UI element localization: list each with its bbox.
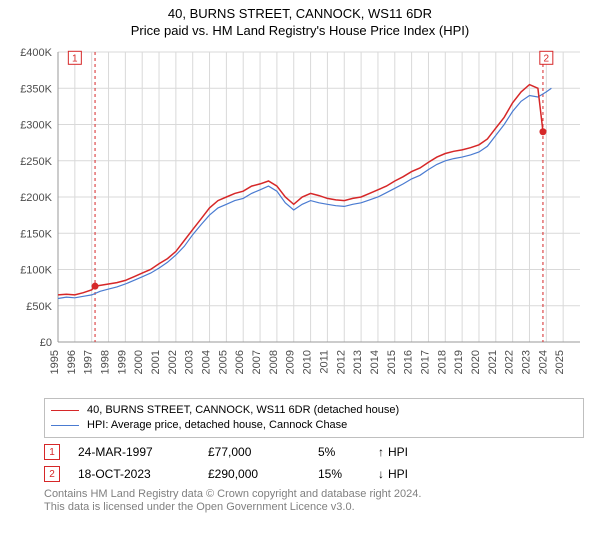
transaction-date: 18-OCT-2023 bbox=[78, 467, 208, 481]
svg-text:2022: 2022 bbox=[504, 350, 516, 374]
svg-text:2000: 2000 bbox=[133, 350, 145, 374]
transaction-price: £77,000 bbox=[208, 445, 318, 459]
legend-swatch bbox=[51, 410, 79, 411]
arrow-down-icon: ↓ bbox=[378, 467, 384, 481]
svg-text:2015: 2015 bbox=[386, 350, 398, 374]
svg-text:1996: 1996 bbox=[66, 350, 78, 374]
svg-text:2006: 2006 bbox=[234, 350, 246, 374]
transaction-date: 24-MAR-1997 bbox=[78, 445, 208, 459]
svg-text:2020: 2020 bbox=[470, 350, 482, 374]
svg-text:1997: 1997 bbox=[83, 350, 95, 374]
svg-text:£350K: £350K bbox=[20, 83, 52, 95]
legend-item: HPI: Average price, detached house, Cann… bbox=[51, 418, 577, 433]
svg-text:2011: 2011 bbox=[318, 350, 330, 374]
svg-text:2025: 2025 bbox=[554, 350, 566, 374]
svg-text:2007: 2007 bbox=[251, 350, 263, 374]
svg-text:2023: 2023 bbox=[520, 350, 532, 374]
svg-text:2017: 2017 bbox=[419, 350, 431, 374]
legend-item: 40, BURNS STREET, CANNOCK, WS11 6DR (det… bbox=[51, 403, 577, 418]
arrow-up-icon: ↑ bbox=[378, 445, 384, 459]
svg-text:£0: £0 bbox=[40, 337, 52, 349]
svg-text:£150K: £150K bbox=[20, 228, 52, 240]
svg-text:2014: 2014 bbox=[369, 350, 381, 374]
svg-text:2004: 2004 bbox=[201, 350, 213, 374]
svg-text:1: 1 bbox=[72, 53, 78, 64]
transaction-table: 1 24-MAR-1997£77,0005%↑ HPI 2 18-OCT-2023£29… bbox=[44, 444, 584, 482]
svg-text:2009: 2009 bbox=[285, 350, 297, 374]
svg-text:£250K: £250K bbox=[20, 156, 52, 168]
svg-text:2003: 2003 bbox=[184, 350, 196, 374]
svg-text:1999: 1999 bbox=[116, 350, 128, 374]
svg-text:£50K: £50K bbox=[26, 301, 52, 313]
svg-text:2016: 2016 bbox=[403, 350, 415, 374]
title-address: 40, BURNS STREET, CANNOCK, WS11 6DR bbox=[0, 6, 600, 21]
legend-swatch bbox=[51, 425, 79, 426]
footer-line2: This data is licensed under the Open Gov… bbox=[44, 501, 584, 514]
svg-text:2024: 2024 bbox=[537, 350, 549, 374]
svg-text:2001: 2001 bbox=[150, 350, 162, 374]
transaction-marker: 1 bbox=[44, 444, 60, 460]
svg-text:£300K: £300K bbox=[20, 120, 52, 132]
transaction-marker: 2 bbox=[44, 466, 60, 482]
svg-text:2013: 2013 bbox=[352, 350, 364, 374]
svg-text:2002: 2002 bbox=[167, 350, 179, 374]
svg-text:£100K: £100K bbox=[20, 265, 52, 277]
svg-text:2021: 2021 bbox=[487, 350, 499, 374]
legend-box: 40, BURNS STREET, CANNOCK, WS11 6DR (det… bbox=[44, 398, 584, 438]
svg-text:2005: 2005 bbox=[217, 350, 229, 374]
transaction-pct: 15% bbox=[318, 467, 378, 481]
svg-text:2010: 2010 bbox=[302, 350, 314, 374]
legend-label: 40, BURNS STREET, CANNOCK, WS11 6DR (det… bbox=[87, 403, 399, 418]
transaction-row: 1 24-MAR-1997£77,0005%↑ HPI bbox=[44, 444, 584, 460]
svg-text:2018: 2018 bbox=[436, 350, 448, 374]
svg-text:2012: 2012 bbox=[335, 350, 347, 374]
svg-text:2008: 2008 bbox=[268, 350, 280, 374]
price-chart: £0 £50K £100K £150K £200K £250K £300K £350K £400… bbox=[10, 42, 590, 392]
svg-text:1998: 1998 bbox=[100, 350, 112, 374]
svg-text:1995: 1995 bbox=[49, 350, 61, 374]
svg-text:2: 2 bbox=[544, 53, 550, 64]
svg-text:£400K: £400K bbox=[20, 47, 52, 59]
footer-attribution: Contains HM Land Registry data © Crown c… bbox=[44, 488, 584, 514]
transaction-row: 2 18-OCT-2023£290,00015%↓ HPI bbox=[44, 466, 584, 482]
title-subtitle: Price paid vs. HM Land Registry's House … bbox=[0, 23, 600, 38]
transaction-suffix: HPI bbox=[388, 467, 408, 481]
legend-label: HPI: Average price, detached house, Cann… bbox=[87, 418, 347, 433]
svg-text:2019: 2019 bbox=[453, 350, 465, 374]
transaction-price: £290,000 bbox=[208, 467, 318, 481]
footer-line1: Contains HM Land Registry data © Crown c… bbox=[44, 488, 584, 501]
transaction-suffix: HPI bbox=[388, 445, 408, 459]
transaction-pct: 5% bbox=[318, 445, 378, 459]
svg-text:£200K: £200K bbox=[20, 192, 52, 204]
